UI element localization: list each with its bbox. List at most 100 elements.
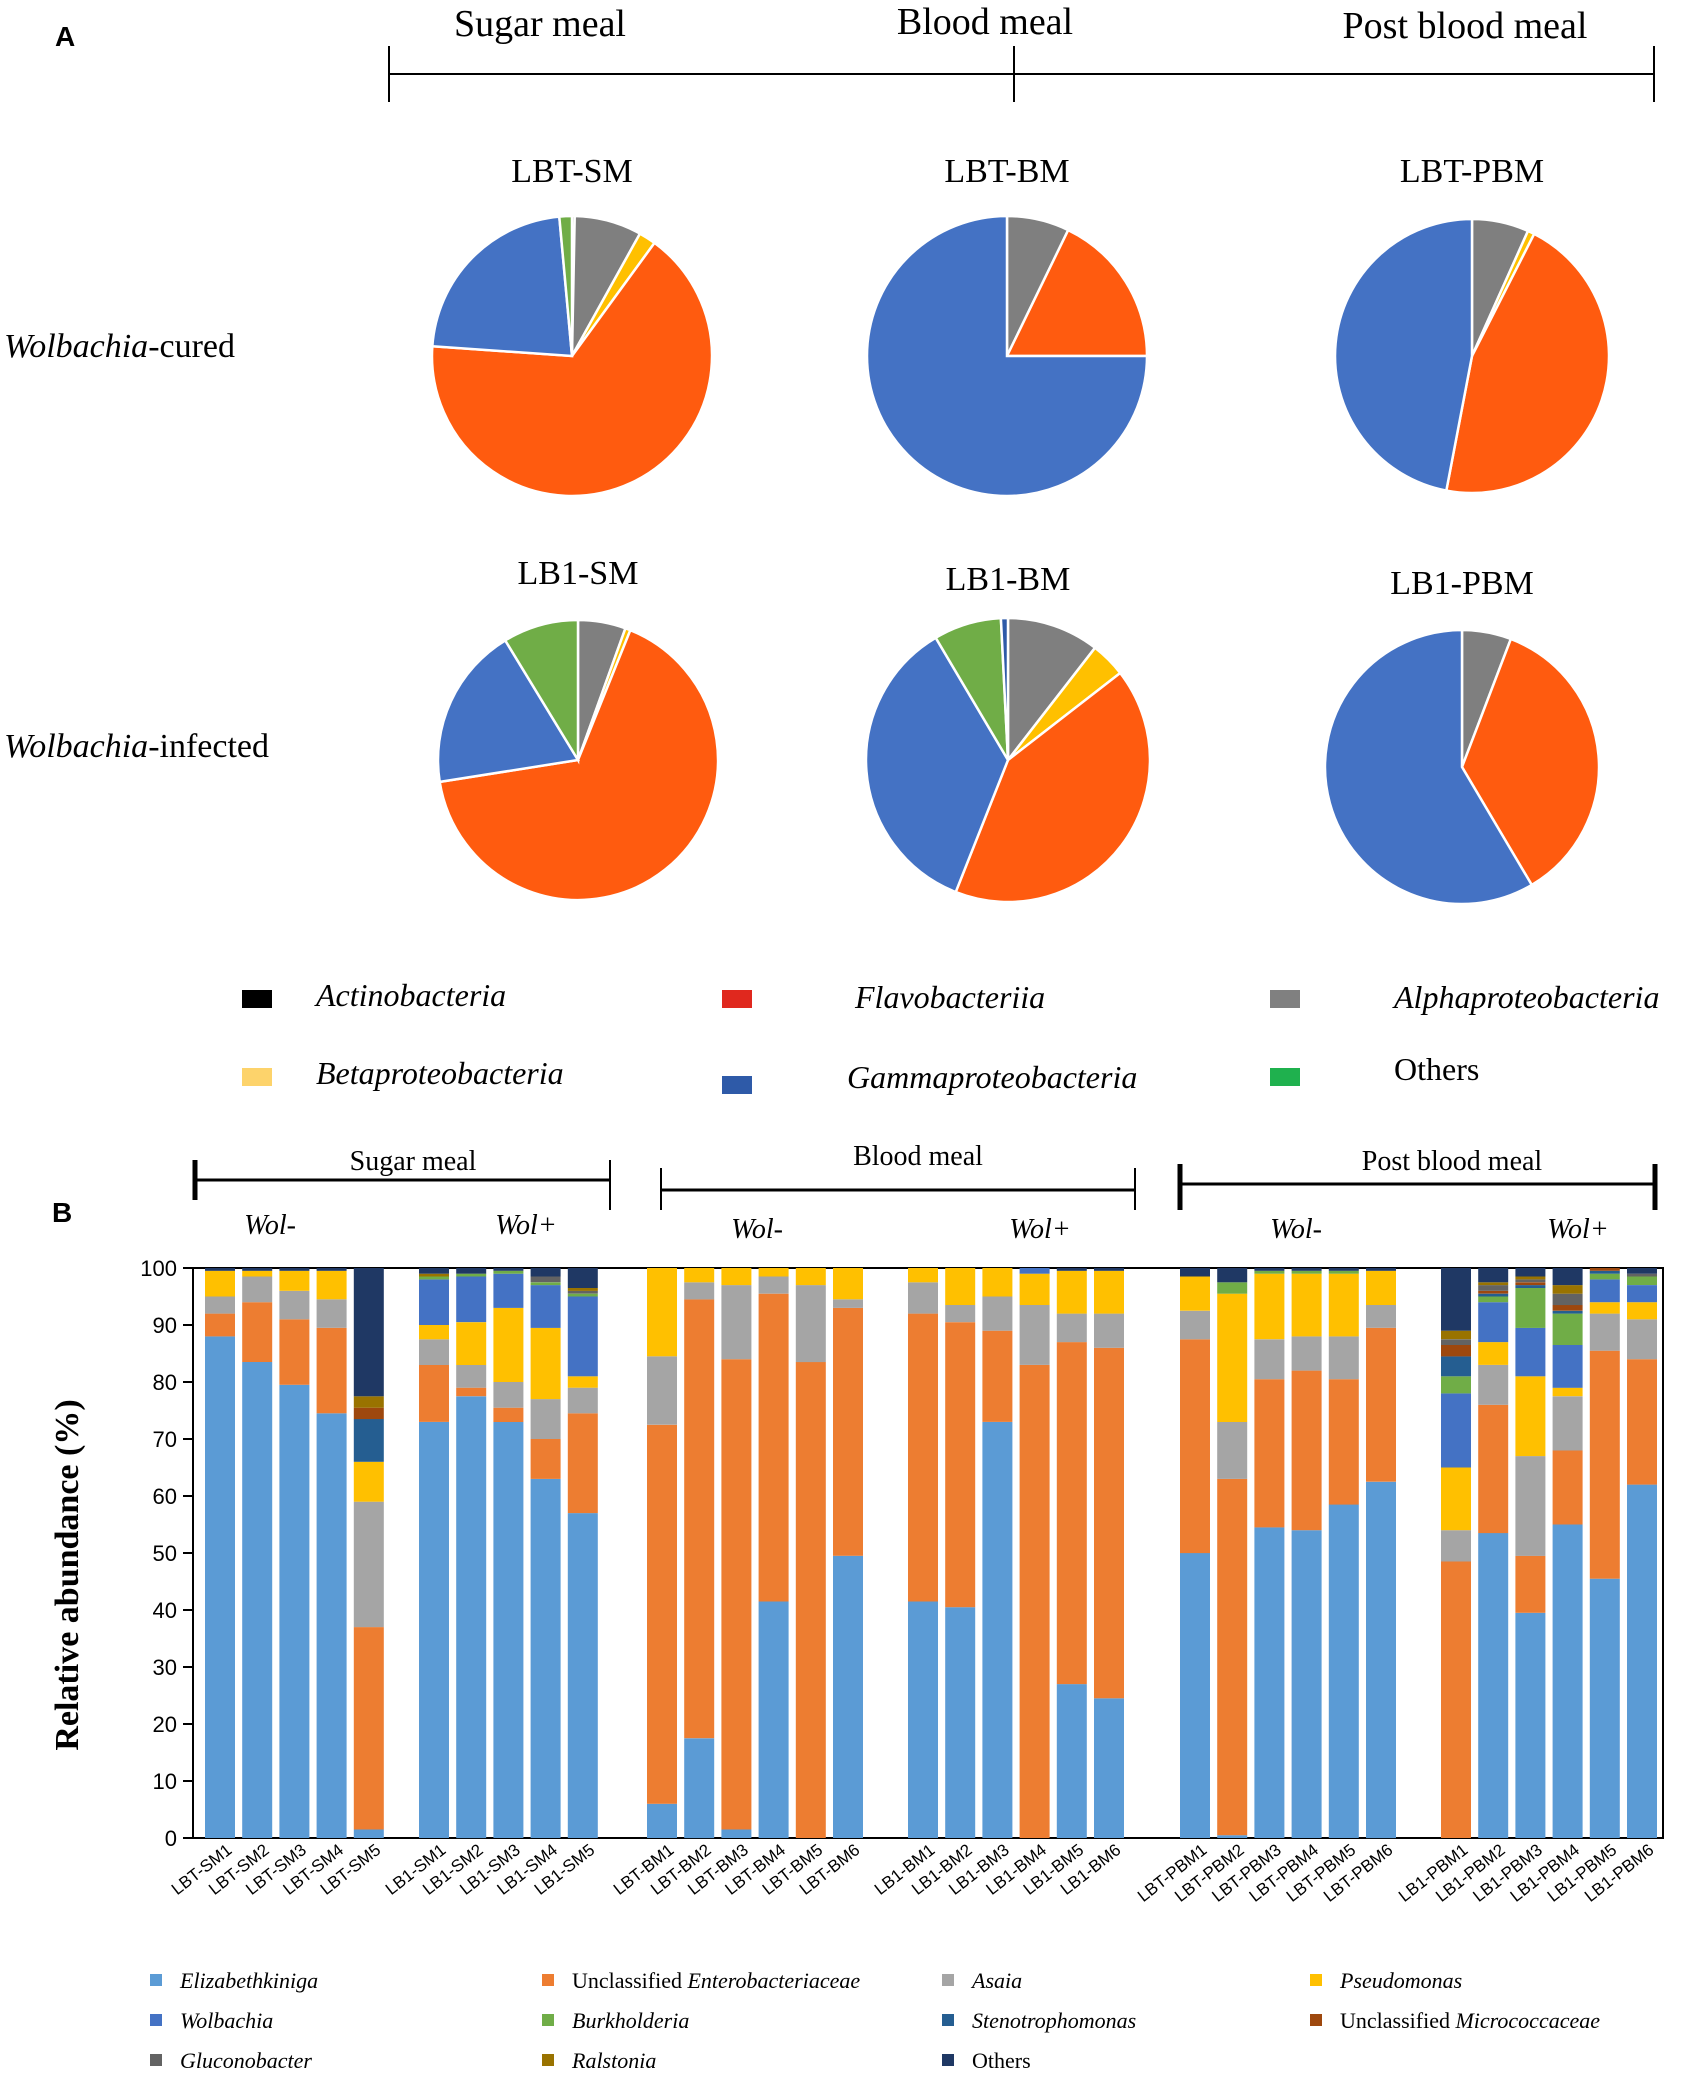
bar-segment-asaia: [945, 1305, 976, 1323]
bar-segment-unclassified-enterobacteriaceae: [316, 1327, 347, 1414]
bar-segment-pseudomonas: [1328, 1273, 1359, 1337]
bar-segment-burkholderia: [1328, 1270, 1359, 1274]
bar-segment-elizabethkiniga: [493, 1421, 524, 1838]
pie-slice-gammaproteobacteria: [1333, 217, 1474, 493]
bar-segment-unclassified-enterobacteriaceae: [721, 1359, 752, 1830]
bar-segment-burkholderia: [530, 1282, 561, 1286]
legend-item-flavobacteriia: Flavobacteriia: [722, 979, 1045, 1015]
bar-segment-pseudomonas: [1515, 1376, 1546, 1457]
bar-segment-elizabethkiniga: [1366, 1481, 1396, 1839]
legend-label-name: Gluconobacter: [180, 2048, 312, 2073]
bar-lb1-pbm3: LB1-PBM3: [1469, 1268, 1546, 1906]
group-label-pbm-wol-minus: Wol-: [1270, 1214, 1322, 1245]
bar-segment-unclassified-enterobacteriaceae: [1180, 1339, 1210, 1554]
bar-segment-pseudomonas: [795, 1268, 826, 1286]
y-tick-label: 70: [153, 1427, 177, 1452]
bar-segment-others: [1328, 1268, 1359, 1271]
bar-segment-pseudomonas: [721, 1268, 752, 1286]
bar-segment-unclassified-enterobacteriaceae: [1019, 1364, 1050, 1838]
bar-segment-elizabethkiniga: [316, 1413, 347, 1838]
bar-segment-wolbachia: [530, 1285, 561, 1328]
bar-segment-asaia: [833, 1299, 863, 1308]
bar-segment-unclassified-enterobacteriaceae: [684, 1299, 715, 1739]
pie-charts: LBT-SM LBT-BM LBT-PBM LB1-SM LB1-BM LB1-PBM: [430, 153, 1611, 906]
row-label-wolbachia-infected: Wolbachia-infected: [4, 728, 269, 765]
bar-segment-asaia: [1019, 1305, 1050, 1365]
bar-segment-stenotrophomonas: [353, 1419, 384, 1462]
bar-segment-unclassified-micrococcaceae: [353, 1407, 384, 1420]
legend-label-name: Wolbachia: [180, 2008, 273, 2033]
bar-segment-asaia: [279, 1290, 310, 1320]
bar-segment-elizabethkiniga: [758, 1601, 789, 1838]
bar-lb1-bm2: LB1-BM2: [908, 1268, 976, 1899]
legend-label: Elizabethkiniga: [179, 1968, 318, 1993]
group-label-bm-wol-minus: Wol-: [731, 1214, 783, 1245]
pie-slice-gammaproteobacteria-orange: [954, 671, 1152, 904]
bar-segment-elizabethkiniga: [1094, 1698, 1124, 1838]
panel-b-label: B: [52, 1197, 72, 1228]
bar-segment-burkholderia: [1217, 1282, 1248, 1294]
legend-label-name: Enterobacteriaceae: [686, 1968, 860, 1993]
pie-lb1-bm: LB1-BM: [864, 561, 1152, 904]
bar-segment-elizabethkiniga: [456, 1396, 487, 1839]
y-tick-label: 30: [153, 1655, 177, 1680]
legend-label: Pseudomonas: [1339, 1968, 1462, 1993]
bar-segment-gluconobacter: [567, 1290, 598, 1294]
bar-segment-gluconobacter: [1478, 1285, 1509, 1291]
bar-segment-others: [1552, 1268, 1583, 1286]
legend-label-name: Stenotrophomonas: [972, 2008, 1136, 2033]
group-label-pbm-wol-plus: Wol+: [1547, 1214, 1608, 1245]
panel-a-label: A: [55, 21, 75, 52]
bar-segment-pseudomonas: [1019, 1273, 1050, 1305]
y-tick-label: 10: [153, 1769, 177, 1794]
legend-item-stenotrophomonas: Stenotrophomonas: [942, 2008, 1136, 2033]
bar-segment-pseudomonas: [316, 1270, 347, 1300]
bar-segment-pseudomonas: [1552, 1387, 1583, 1397]
legend-item-gammaproteobacteria: Gammaproteobacteria: [722, 1059, 1137, 1095]
bar-segment-others: [1366, 1268, 1396, 1271]
bar-segment-elizabethkiniga: [684, 1738, 715, 1839]
bar-segment-unclassified-enterobacteriaceae: [205, 1313, 235, 1337]
bar-segment-stenotrophomonas: [1478, 1293, 1509, 1297]
bar-segment-others: [1217, 1268, 1248, 1283]
bar-segment-pseudomonas: [833, 1268, 863, 1300]
bar-segment-burkholderia: [1441, 1376, 1471, 1394]
legend-panel-b: Elizabethkiniga Unclassified Enterobacter…: [150, 1968, 1600, 2073]
bar-segment-asaia: [353, 1501, 384, 1628]
bar-segment-ralstonia: [1552, 1285, 1583, 1294]
pie-slice-gammaproteobacteria: [431, 215, 574, 358]
y-axis: 0 10 20 30 40 50 60 70 80 90 100: [140, 1256, 193, 1851]
legend-label: Others: [972, 2048, 1031, 2073]
phase-bracket-post-blood-meal: [1177, 1164, 1658, 1210]
legend-item-alphaproteobacteria: Alphaproteobacteria: [1270, 979, 1659, 1015]
bar-segment-ralstonia: [1478, 1282, 1509, 1286]
bar-segment-ralstonia: [353, 1396, 384, 1408]
bar-segment-stenotrophomonas: [1589, 1270, 1620, 1274]
legend-label-name: Ralstonia: [571, 2048, 656, 2073]
phase-label-post-blood-meal: Post blood meal: [1343, 5, 1588, 47]
bar-lb1-sm1: LB1-SM1: [382, 1268, 449, 1899]
bar-segment-stenotrophomonas: [1552, 1310, 1583, 1314]
legend-label: Ralstonia: [571, 2048, 656, 2073]
legend-label: Unclassified Enterobacteriaceae: [572, 1968, 860, 1993]
bar-segment-elizabethkiniga: [279, 1384, 310, 1838]
bar-segment-stenotrophomonas: [1441, 1356, 1471, 1377]
bar-lb1-pbm1: LB1-PBM1: [1395, 1268, 1471, 1906]
bar-segment-others: [530, 1268, 561, 1277]
bar-segment-asaia: [908, 1282, 938, 1314]
bar-segment-asaia: [567, 1387, 598, 1414]
bar-segment-asaia: [316, 1299, 347, 1328]
pie-lb1-sm: LB1-SM: [436, 555, 720, 902]
bar-segment-asaia: [1254, 1339, 1285, 1380]
legend-label: Others: [1394, 1051, 1479, 1087]
bar-segment-asaia: [1180, 1310, 1210, 1340]
phase-bracket-sugar-meal: [192, 1160, 611, 1210]
bar-segment-unclassified-enterobacteriaceae: [530, 1439, 561, 1479]
bar-segment-pseudomonas: [945, 1268, 976, 1305]
bar-segment-others: [1291, 1268, 1322, 1271]
bar-segment-wolbachia: [493, 1273, 524, 1308]
bar-segment-unclassified-enterobacteriaceae: [1627, 1359, 1657, 1485]
bar-lbt-pbm5: LBT-PBM5: [1283, 1268, 1359, 1906]
y-tick-label: 60: [153, 1484, 177, 1509]
